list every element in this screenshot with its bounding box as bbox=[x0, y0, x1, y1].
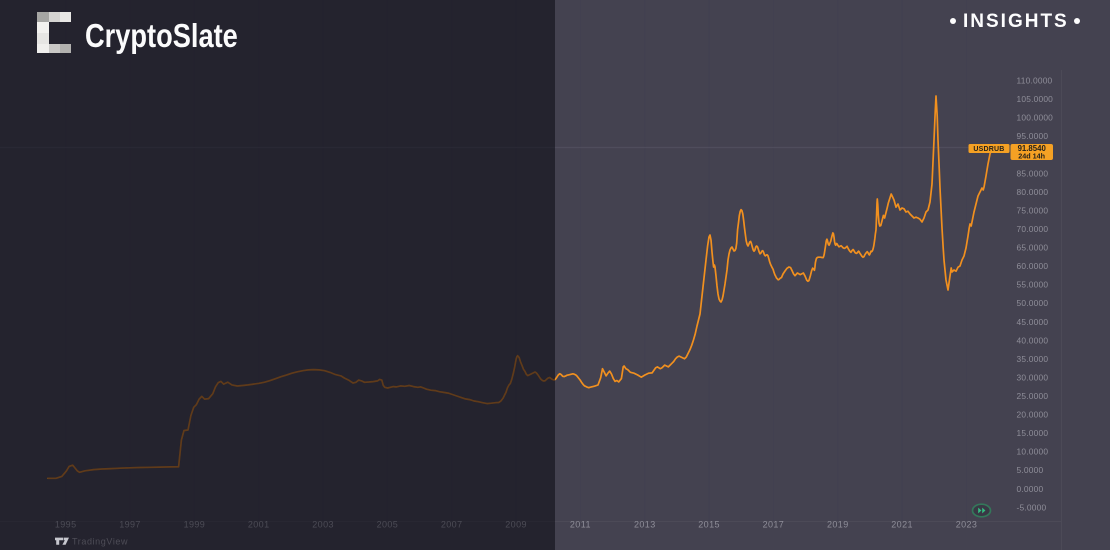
svg-text:2005: 2005 bbox=[377, 520, 399, 530]
svg-text:30.0000: 30.0000 bbox=[1017, 372, 1049, 382]
svg-text:2011: 2011 bbox=[570, 520, 591, 530]
svg-text:35.0000: 35.0000 bbox=[1017, 354, 1049, 364]
svg-text:2003: 2003 bbox=[312, 520, 334, 530]
svg-text:20.0000: 20.0000 bbox=[1017, 410, 1049, 420]
svg-text:60.0000: 60.0000 bbox=[1017, 261, 1049, 271]
svg-text:100.0000: 100.0000 bbox=[1017, 113, 1054, 123]
svg-text:91.8540: 91.8540 bbox=[1018, 144, 1047, 153]
svg-text:2017: 2017 bbox=[763, 520, 785, 530]
svg-text:65.0000: 65.0000 bbox=[1017, 243, 1049, 253]
svg-text:5.0000: 5.0000 bbox=[1017, 465, 1044, 475]
svg-text:55.0000: 55.0000 bbox=[1017, 280, 1049, 290]
svg-text:15.0000: 15.0000 bbox=[1017, 428, 1049, 438]
svg-text:0.0000: 0.0000 bbox=[1017, 484, 1044, 494]
svg-text:95.0000: 95.0000 bbox=[1017, 131, 1049, 141]
svg-text:TradingView: TradingView bbox=[72, 536, 128, 546]
svg-text:105.0000: 105.0000 bbox=[1017, 94, 1054, 104]
svg-text:25.0000: 25.0000 bbox=[1017, 391, 1049, 401]
svg-text:-5.0000: -5.0000 bbox=[1017, 502, 1047, 512]
svg-text:75.0000: 75.0000 bbox=[1017, 205, 1049, 215]
svg-text:2015: 2015 bbox=[698, 520, 720, 530]
svg-text:80.0000: 80.0000 bbox=[1017, 187, 1049, 197]
svg-text:40.0000: 40.0000 bbox=[1017, 335, 1049, 345]
svg-text:85.0000: 85.0000 bbox=[1017, 168, 1049, 178]
svg-text:2007: 2007 bbox=[441, 520, 463, 530]
svg-text:50.0000: 50.0000 bbox=[1017, 298, 1049, 308]
svg-text:2023: 2023 bbox=[956, 520, 978, 530]
svg-text:24d 14h: 24d 14h bbox=[1018, 152, 1045, 161]
svg-text:1995: 1995 bbox=[55, 520, 77, 530]
svg-text:1999: 1999 bbox=[184, 520, 206, 530]
svg-text:110.0000: 110.0000 bbox=[1017, 76, 1053, 86]
svg-text:2013: 2013 bbox=[634, 520, 656, 530]
svg-text:2001: 2001 bbox=[248, 520, 270, 530]
svg-text:2009: 2009 bbox=[505, 520, 527, 530]
svg-text:70.0000: 70.0000 bbox=[1017, 224, 1049, 234]
svg-text:2021: 2021 bbox=[891, 520, 913, 530]
svg-text:USDRUB: USDRUB bbox=[973, 146, 1004, 153]
svg-text:1997: 1997 bbox=[119, 520, 141, 530]
svg-text:2019: 2019 bbox=[827, 520, 849, 530]
svg-text:45.0000: 45.0000 bbox=[1017, 317, 1049, 327]
svg-text:10.0000: 10.0000 bbox=[1017, 447, 1049, 457]
